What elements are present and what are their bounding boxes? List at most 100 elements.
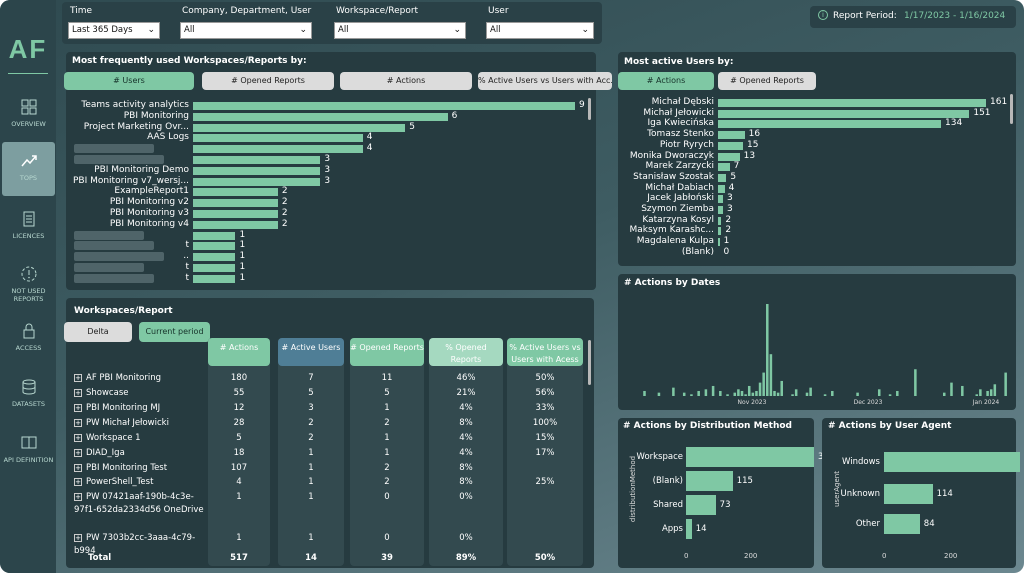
table-row[interactable]: + PW 07421aaf-190b-4c3e-97f1-652da2334d56…	[74, 491, 206, 517]
expand-icon[interactable]: +	[74, 463, 82, 472]
date-bar[interactable]	[776, 392, 780, 396]
table-row[interactable]: + Workspace 1	[74, 432, 206, 445]
filter-time-dropdown[interactable]: Last 365 Days ⌄	[68, 22, 160, 39]
date-bar[interactable]	[737, 389, 740, 396]
table-header[interactable]: % Opened Reports	[429, 338, 503, 366]
expand-icon[interactable]: +	[74, 403, 82, 412]
filter-workspace-dropdown[interactable]: All ⌄	[334, 22, 466, 39]
bar[interactable]	[193, 253, 236, 262]
bar[interactable]	[193, 177, 321, 186]
bar[interactable]	[718, 99, 986, 107]
bar[interactable]	[686, 471, 733, 491]
nav-item-not-used-reports[interactable]: NOT USED REPORTS	[2, 255, 55, 309]
bar[interactable]	[193, 156, 321, 164]
bar[interactable]	[718, 109, 970, 118]
filter-user-dropdown[interactable]: All ⌄	[486, 22, 594, 39]
bar[interactable]	[884, 514, 920, 534]
date-bar[interactable]	[1004, 372, 1007, 396]
expand-icon[interactable]: +	[74, 418, 82, 427]
date-bar[interactable]	[682, 392, 686, 396]
bar[interactable]	[193, 199, 278, 208]
date-bar[interactable]	[769, 354, 773, 396]
date-bar[interactable]	[914, 369, 917, 396]
date-bar[interactable]	[704, 389, 708, 396]
tab-current-period[interactable]: Current period	[139, 322, 210, 342]
date-bar[interactable]	[643, 390, 646, 396]
date-bar[interactable]	[758, 382, 762, 396]
nav-item-overview[interactable]: OVERVIEW	[2, 88, 55, 142]
scrollbar[interactable]	[1010, 94, 1013, 124]
bar[interactable]	[193, 264, 236, 272]
bar[interactable]	[193, 220, 278, 229]
tab-users-0[interactable]: # Actions	[618, 72, 714, 90]
date-bar[interactable]	[986, 390, 989, 396]
table-row[interactable]: + PW 7303b2cc-3aaa-4c79-b994	[74, 532, 206, 558]
expand-icon[interactable]: +	[74, 448, 82, 457]
table-row[interactable]: + Showcase	[74, 387, 206, 400]
filter-company-dropdown[interactable]: All ⌄	[180, 22, 312, 39]
bar[interactable]	[718, 216, 722, 225]
date-bar[interactable]	[791, 394, 794, 396]
nav-item-access[interactable]: ACCESS	[2, 312, 55, 366]
bar[interactable]	[193, 188, 278, 197]
bar[interactable]	[718, 227, 722, 236]
table-header[interactable]: # Opened Reports	[350, 338, 424, 366]
bar[interactable]	[193, 123, 406, 132]
date-bar[interactable]	[831, 390, 834, 396]
expand-icon[interactable]: +	[74, 533, 82, 542]
bar[interactable]	[718, 195, 723, 204]
date-bar[interactable]	[780, 380, 783, 396]
bar[interactable]	[718, 131, 745, 140]
bar[interactable]	[193, 134, 363, 143]
bar[interactable]	[884, 452, 1020, 472]
bar[interactable]	[686, 495, 716, 515]
tab-delta[interactable]: Delta	[64, 322, 132, 342]
date-bar[interactable]	[961, 385, 964, 396]
bar[interactable]	[718, 141, 743, 150]
date-bar[interactable]	[766, 304, 769, 396]
date-bar[interactable]	[657, 392, 661, 396]
nav-item-api-definition[interactable]: API DEFINITION	[2, 424, 55, 478]
date-bar[interactable]	[762, 372, 765, 396]
bar[interactable]	[718, 163, 730, 172]
date-bar[interactable]	[744, 394, 747, 396]
tab-ws-1[interactable]: # Opened Reports	[202, 72, 334, 90]
date-bar[interactable]	[993, 384, 997, 396]
bar[interactable]	[718, 206, 723, 214]
date-bar[interactable]	[751, 392, 755, 396]
bar[interactable]	[686, 447, 814, 467]
nav-item-licences[interactable]: LICENCES	[2, 200, 55, 254]
bar[interactable]	[193, 231, 236, 240]
table-row[interactable]: + PBI Monitoring Test	[74, 462, 206, 475]
bar[interactable]	[193, 274, 236, 283]
scrollbar[interactable]	[588, 98, 591, 120]
date-bar[interactable]	[975, 394, 979, 396]
bar[interactable]	[193, 145, 363, 154]
date-bar[interactable]	[747, 385, 751, 396]
bar[interactable]	[193, 102, 575, 110]
table-header[interactable]: # Actions	[208, 338, 270, 366]
date-bar[interactable]	[896, 390, 899, 396]
date-bar[interactable]	[979, 389, 982, 396]
date-bar[interactable]	[740, 390, 744, 396]
date-bar[interactable]	[888, 394, 892, 396]
date-bar[interactable]	[672, 387, 675, 396]
date-bar[interactable]	[733, 392, 737, 396]
date-bar[interactable]	[809, 387, 812, 396]
date-bar[interactable]	[794, 389, 798, 396]
tab-ws-0[interactable]: # Users	[64, 72, 194, 90]
nav-item-datasets[interactable]: DATASETS	[2, 368, 55, 422]
bar[interactable]	[718, 173, 727, 182]
table-row[interactable]: + PBI Monitoring MJ	[74, 402, 206, 415]
bar[interactable]	[718, 152, 740, 161]
tab-users-1[interactable]: # Opened Reports	[718, 72, 816, 90]
table-header[interactable]: # Active Users	[278, 338, 344, 366]
table-row[interactable]: + DIAD_Iga	[74, 447, 206, 460]
bar[interactable]	[686, 519, 692, 539]
bar[interactable]	[718, 120, 942, 129]
expand-icon[interactable]: +	[74, 477, 82, 486]
expand-icon[interactable]: +	[74, 388, 82, 397]
date-bar[interactable]	[856, 392, 859, 396]
bar[interactable]	[193, 166, 321, 175]
table-row[interactable]: + PowerShell_Test	[74, 476, 206, 489]
